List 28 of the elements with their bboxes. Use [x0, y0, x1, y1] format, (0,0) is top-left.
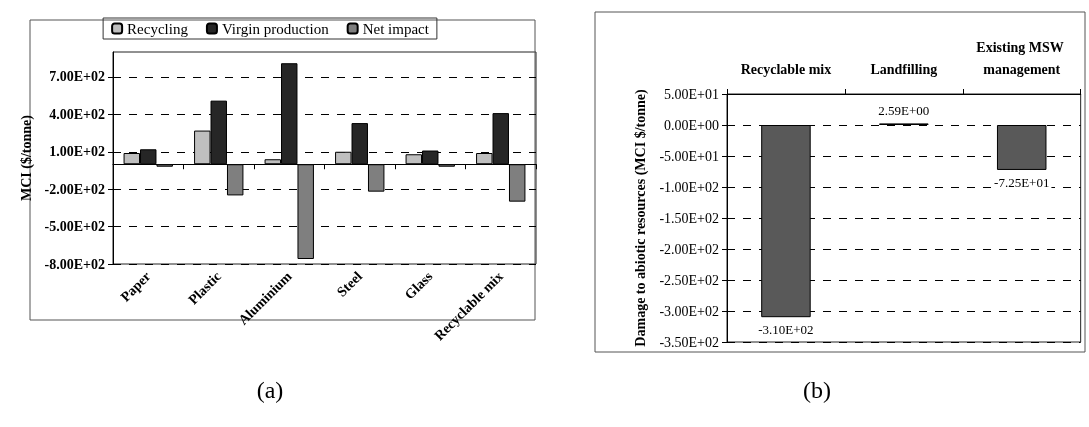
- y-tick-label: -8.00E+02: [44, 256, 105, 272]
- y-tick-label: -2.00E+02: [44, 181, 105, 197]
- data-label: -3.10E+02: [758, 322, 814, 338]
- y-tick-label: -1.50E+02: [659, 210, 719, 226]
- y-tick-label: -3.50E+02: [659, 334, 719, 350]
- data-label: 2.59E+00: [878, 103, 930, 119]
- legend-label: Net impact: [362, 20, 430, 37]
- y-tick-label: -2.00E+02: [659, 241, 719, 257]
- y-tick-label: 7.00E+02: [49, 69, 105, 85]
- y-tick-label: 0.00E+00: [664, 117, 719, 133]
- data-label: -7.25E+01: [994, 174, 1050, 190]
- x-tick-label: Landfilling: [870, 61, 938, 77]
- x-tick-label: Existing MSW management: [976, 39, 1068, 77]
- y-tick-label: -5.00E+01: [659, 148, 719, 164]
- y-tick-label: 5.00E+01: [664, 86, 719, 102]
- y-tick-label: -5.00E+02: [44, 219, 105, 235]
- y-tick-label: -3.00E+02: [659, 303, 719, 319]
- y-tick-label: 1.00E+02: [49, 144, 105, 160]
- text: (b): [803, 377, 831, 403]
- y-axis-title: MCI ($/tonne): [19, 114, 36, 201]
- legend-label: Recycling: [127, 20, 189, 37]
- y-tick-label: -2.50E+02: [659, 272, 719, 288]
- x-tick-label: Recyclable mix: [740, 61, 832, 77]
- y-tick-label: -1.00E+02: [659, 179, 719, 195]
- text: (a): [256, 377, 284, 403]
- y-tick-label: 4.00E+02: [49, 106, 105, 122]
- y-axis-title: Damage to abiotic resources (MCI $/tonne): [632, 89, 649, 347]
- legend-label: Virgin production: [221, 20, 330, 37]
